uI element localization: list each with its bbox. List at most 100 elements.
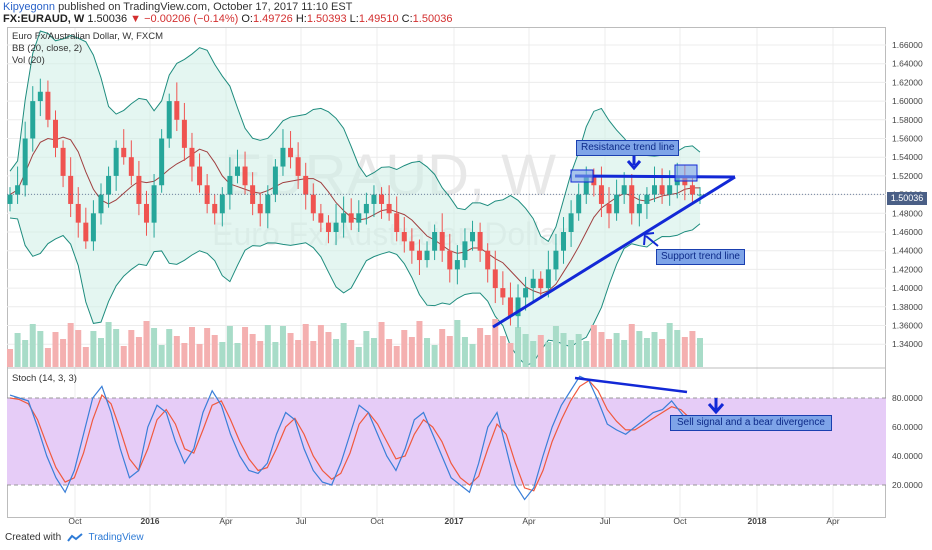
candle-body bbox=[7, 194, 13, 204]
candle-body bbox=[485, 250, 491, 270]
publish-info: Kipyegonn published on TradingView.com, … bbox=[3, 1, 352, 13]
legend-title: Euro Fx/Australian Dollar, W, FXCM bbox=[12, 31, 163, 42]
author-link[interactable]: Kipyegonn bbox=[3, 1, 55, 13]
volume-bar bbox=[211, 335, 218, 367]
footer-brand[interactable]: TradingView bbox=[88, 532, 144, 543]
stochastic-pane bbox=[7, 375, 886, 501]
price-tick-label: 1.48000 bbox=[892, 208, 923, 218]
candle-body bbox=[583, 175, 589, 195]
resistance-trend-line bbox=[574, 174, 736, 179]
time-tick-label: 2018 bbox=[748, 516, 767, 526]
candle-body bbox=[416, 250, 422, 261]
volume-bar bbox=[469, 344, 476, 367]
candlesticks bbox=[7, 78, 703, 328]
candle-body bbox=[432, 232, 438, 251]
resistance-arrow-icon bbox=[626, 156, 642, 171]
candle-body bbox=[689, 185, 695, 195]
volume-bar bbox=[143, 321, 150, 367]
stoch-band-fill bbox=[7, 398, 886, 485]
trend-lines bbox=[492, 156, 736, 329]
volume-bar bbox=[370, 338, 377, 367]
price-tick-label: 1.36000 bbox=[892, 321, 923, 331]
last-price: 1.50036 bbox=[87, 13, 128, 25]
candle-body bbox=[470, 232, 476, 242]
candle-body bbox=[288, 147, 294, 158]
volume-bar bbox=[60, 339, 67, 367]
volume-bar bbox=[416, 321, 423, 367]
volume-bar bbox=[697, 338, 703, 367]
volume-bar bbox=[82, 347, 89, 367]
volume-bar bbox=[272, 342, 279, 367]
footer-created: Created with bbox=[5, 532, 62, 543]
volume-bar bbox=[522, 334, 529, 367]
stoch-k-line bbox=[9, 375, 691, 501]
divergence-line bbox=[574, 376, 688, 394]
candle-body bbox=[561, 232, 567, 251]
candle-body bbox=[325, 222, 331, 232]
price-change: −0.00206 (−0.14%) bbox=[144, 13, 239, 25]
support-arrow-icon bbox=[643, 232, 659, 247]
bb-band-fill bbox=[10, 30, 700, 366]
volume-bar bbox=[424, 338, 431, 367]
volume-bar bbox=[234, 343, 241, 367]
volume-bar bbox=[14, 333, 21, 367]
time-tick-label: Apr bbox=[826, 516, 839, 526]
volume-bar bbox=[67, 323, 74, 367]
candle-body bbox=[371, 194, 377, 204]
volume-bar bbox=[621, 340, 628, 367]
volume-bar bbox=[461, 337, 468, 367]
candle-body bbox=[606, 203, 612, 214]
volume-bar bbox=[628, 324, 635, 367]
bollinger-bands bbox=[9, 30, 701, 366]
price-tick-label: 1.60000 bbox=[892, 96, 923, 106]
volume-bar bbox=[378, 322, 385, 367]
price-tick-label: 1.54000 bbox=[892, 152, 923, 162]
volume-bar bbox=[666, 323, 673, 367]
bb-lower-line bbox=[9, 217, 701, 366]
chart-frame[interactable] bbox=[7, 27, 886, 518]
candle-body bbox=[614, 194, 620, 214]
volume-bar bbox=[287, 333, 294, 367]
volume-bar bbox=[295, 340, 302, 367]
candle-body bbox=[272, 166, 278, 195]
candle-body bbox=[181, 119, 187, 148]
candle-body bbox=[644, 194, 650, 204]
candle-body bbox=[197, 166, 203, 186]
candle-body bbox=[151, 185, 157, 223]
candle-body bbox=[212, 203, 218, 214]
candle-body bbox=[462, 241, 468, 261]
time-tick-label: Oct bbox=[68, 516, 82, 526]
candle-body bbox=[667, 185, 673, 195]
candle-body bbox=[30, 101, 36, 139]
volume-bar bbox=[575, 334, 582, 367]
volume-bar bbox=[52, 332, 59, 367]
volume-bar bbox=[348, 340, 355, 367]
volume-bar bbox=[530, 341, 537, 367]
close-value: 1.50036 bbox=[412, 13, 453, 25]
volume-bar bbox=[7, 349, 13, 367]
volume-bar bbox=[310, 341, 317, 367]
volume-bar bbox=[515, 327, 522, 367]
candle-body bbox=[341, 213, 347, 223]
candle-body bbox=[356, 213, 362, 223]
price-tick-label: 1.38000 bbox=[892, 302, 923, 312]
price-tick-label: 1.56000 bbox=[892, 134, 923, 144]
resistance-touch-box bbox=[674, 164, 698, 182]
volume-bar bbox=[393, 346, 400, 367]
volume-bar bbox=[674, 330, 681, 367]
candle-body bbox=[507, 297, 513, 317]
candle-body bbox=[568, 213, 574, 232]
volume-bar bbox=[204, 328, 211, 367]
candle-body bbox=[409, 241, 415, 251]
symbol-label: FX:EURAUD, W bbox=[3, 13, 85, 25]
candle-body bbox=[219, 194, 225, 214]
volume-bar bbox=[560, 333, 567, 367]
volume-bar bbox=[226, 326, 233, 367]
candle-body bbox=[652, 185, 658, 195]
volume-bar bbox=[583, 341, 590, 367]
time-tick-label: Oct bbox=[673, 516, 687, 526]
candle-body bbox=[136, 175, 142, 204]
volume-bar bbox=[188, 327, 195, 367]
price-tick-label: 1.40000 bbox=[892, 283, 923, 293]
